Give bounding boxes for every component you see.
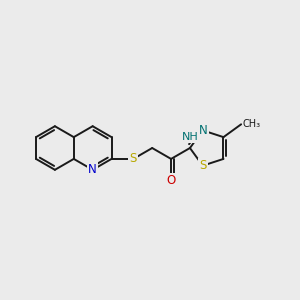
Text: N: N xyxy=(88,163,97,176)
Text: NH: NH xyxy=(182,132,198,142)
Text: S: S xyxy=(199,159,206,172)
Text: N: N xyxy=(198,124,207,137)
Text: CH₃: CH₃ xyxy=(242,119,260,129)
Text: O: O xyxy=(167,174,176,187)
Text: S: S xyxy=(130,152,137,165)
